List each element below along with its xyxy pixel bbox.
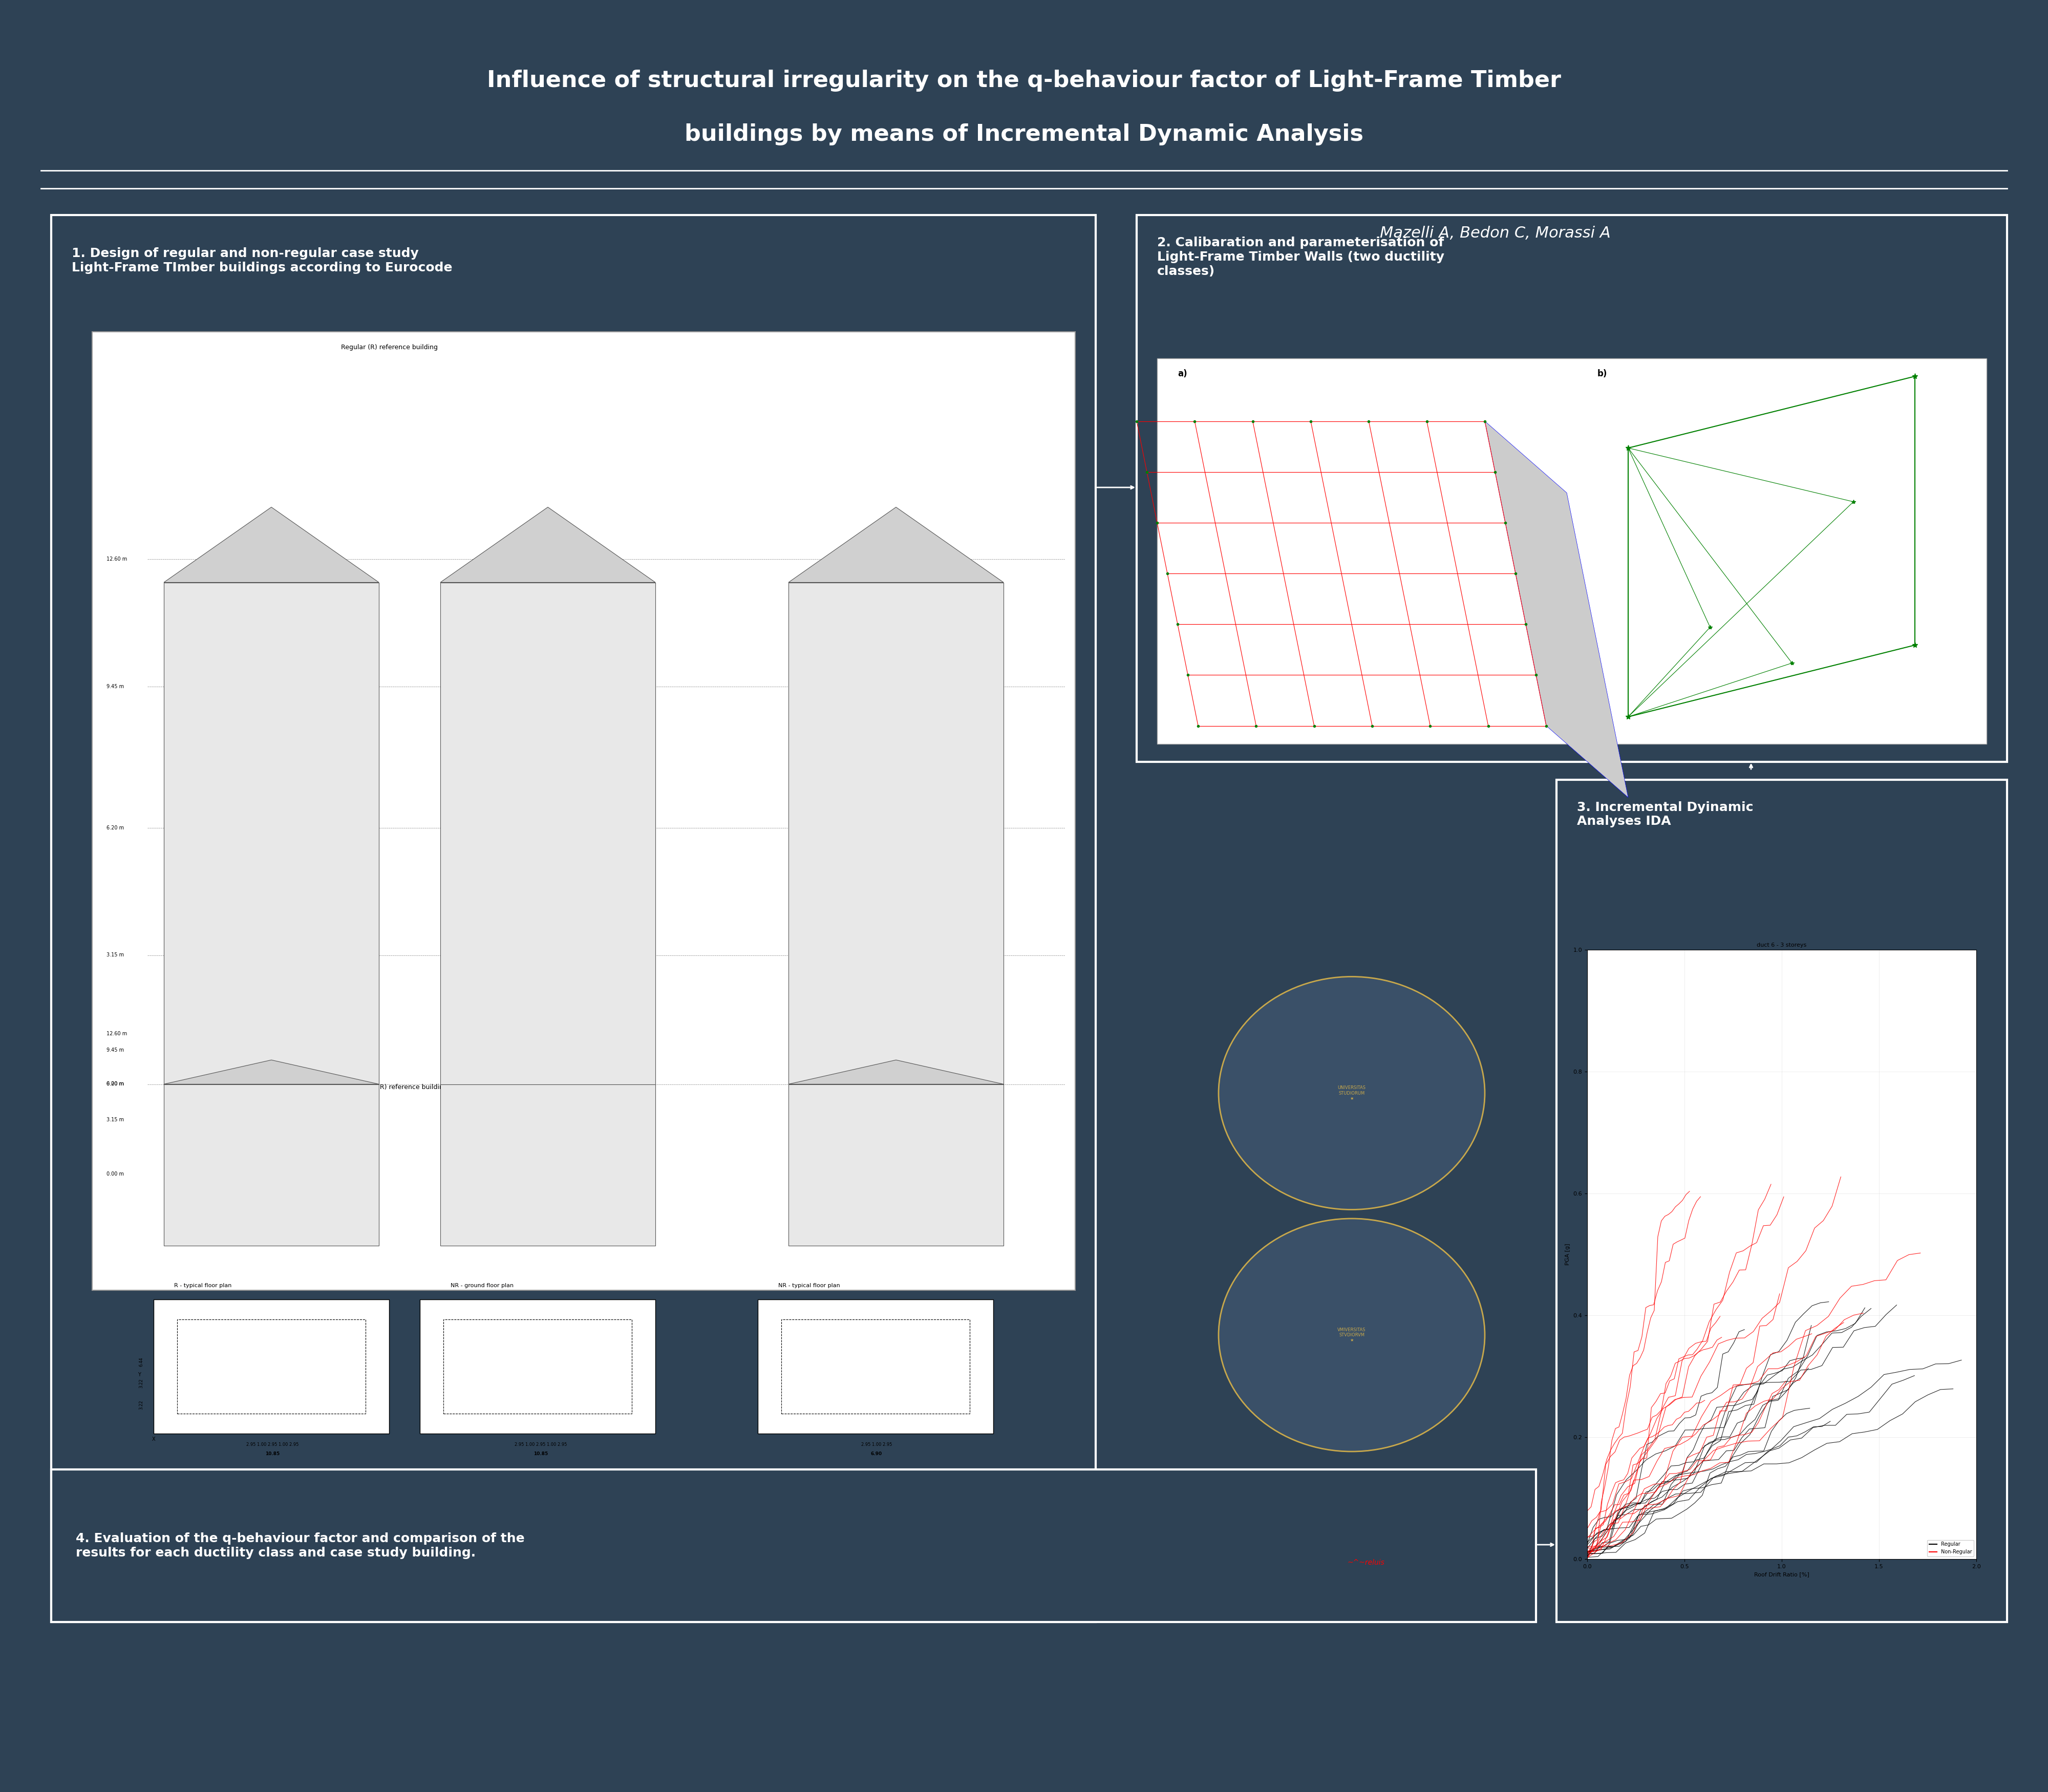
FancyBboxPatch shape bbox=[1219, 1509, 1516, 1616]
Text: 9.45 m: 9.45 m bbox=[106, 685, 125, 688]
Text: 3.15 m: 3.15 m bbox=[106, 953, 125, 957]
Text: 2.95 1.00 2.95 1.00 2.95: 2.95 1.00 2.95 1.00 2.95 bbox=[246, 1443, 299, 1448]
Text: Influence of structural irregularity on the q-behaviour factor of Light-Frame Ti: Influence of structural irregularity on … bbox=[487, 70, 1561, 91]
FancyBboxPatch shape bbox=[51, 215, 1096, 1622]
Circle shape bbox=[1219, 1219, 1485, 1452]
Polygon shape bbox=[164, 507, 379, 582]
Text: Non-Regular (NR) reference building: Non-Regular (NR) reference building bbox=[332, 1084, 446, 1091]
Bar bbox=[758, 1299, 993, 1434]
Text: Y: Y bbox=[137, 1373, 141, 1378]
Bar bbox=[440, 1084, 655, 1245]
Text: 1. Design of regular and non-regular case study
Light-Frame TImber buildings acc: 1. Design of regular and non-regular cas… bbox=[72, 247, 453, 274]
Bar bbox=[788, 1084, 1004, 1245]
Text: 12.60 m: 12.60 m bbox=[106, 1032, 127, 1036]
FancyBboxPatch shape bbox=[92, 332, 1075, 1290]
Text: b): b) bbox=[1597, 369, 1608, 378]
Bar bbox=[178, 1319, 365, 1414]
Title: duct 6 - 3 storeys: duct 6 - 3 storeys bbox=[1757, 943, 1806, 948]
Text: 3.15 m: 3.15 m bbox=[106, 1118, 125, 1122]
Text: buildings by means of Incremental Dynamic Analysis: buildings by means of Incremental Dynami… bbox=[684, 124, 1364, 145]
Polygon shape bbox=[788, 507, 1004, 582]
Text: NR - typical floor plan: NR - typical floor plan bbox=[778, 1283, 840, 1288]
Text: VMIVERSITAS
STVDIORVM
★: VMIVERSITAS STVDIORVM ★ bbox=[1337, 1328, 1366, 1342]
Text: UNIVERSITAS
STUDIORUM
★: UNIVERSITAS STUDIORUM ★ bbox=[1337, 1086, 1366, 1100]
Polygon shape bbox=[1485, 421, 1628, 797]
Text: 4. Evaluation of the q-behaviour factor and comparison of the
results for each d: 4. Evaluation of the q-behaviour factor … bbox=[76, 1532, 524, 1559]
Text: 12.60 m: 12.60 m bbox=[106, 557, 127, 561]
FancyBboxPatch shape bbox=[51, 1469, 1536, 1622]
Text: 3.22: 3.22 bbox=[139, 1378, 143, 1389]
X-axis label: Roof Drift Ratio [%]: Roof Drift Ratio [%] bbox=[1755, 1572, 1808, 1577]
Circle shape bbox=[1219, 977, 1485, 1210]
Text: 2.95 1.00 2.95: 2.95 1.00 2.95 bbox=[860, 1443, 893, 1448]
Text: NR - ground floor plan: NR - ground floor plan bbox=[451, 1283, 514, 1288]
Text: 6.20 m: 6.20 m bbox=[106, 826, 125, 830]
Text: 3. Incremental Dyinamic
Analyses IDA: 3. Incremental Dyinamic Analyses IDA bbox=[1577, 801, 1753, 828]
Bar bbox=[420, 1299, 655, 1434]
Bar bbox=[164, 1084, 379, 1245]
Text: a): a) bbox=[1178, 369, 1188, 378]
Legend: Regular, Non-Regular: Regular, Non-Regular bbox=[1927, 1539, 1974, 1557]
FancyBboxPatch shape bbox=[1556, 780, 2007, 1622]
Text: 6.20 m: 6.20 m bbox=[106, 1082, 125, 1086]
Text: 6.90: 6.90 bbox=[870, 1452, 883, 1457]
Text: Regular (R) reference building: Regular (R) reference building bbox=[340, 344, 438, 351]
Text: 9.45 m: 9.45 m bbox=[106, 1048, 125, 1052]
Text: X: X bbox=[152, 1437, 156, 1443]
Bar bbox=[164, 582, 379, 1084]
Text: 2. Calibaration and parameterisation of
Light-Frame Timber Walls (two ductility
: 2. Calibaration and parameterisation of … bbox=[1157, 237, 1444, 278]
Text: Mazelli A, Bedon C, Morassi A: Mazelli A, Bedon C, Morassi A bbox=[1380, 226, 1610, 240]
Bar bbox=[440, 582, 655, 1084]
Bar bbox=[442, 1319, 631, 1414]
Bar bbox=[788, 582, 1004, 1084]
Bar bbox=[154, 1299, 389, 1434]
FancyBboxPatch shape bbox=[1157, 358, 1987, 744]
Text: 2.95 1.00 2.95 1.00 2.95: 2.95 1.00 2.95 1.00 2.95 bbox=[514, 1443, 567, 1448]
FancyBboxPatch shape bbox=[1137, 215, 2007, 762]
Text: R - typical floor plan: R - typical floor plan bbox=[174, 1283, 231, 1288]
Text: 0.00 m: 0.00 m bbox=[106, 1172, 123, 1176]
Polygon shape bbox=[164, 1059, 379, 1084]
Polygon shape bbox=[788, 1059, 1004, 1084]
Text: 10.85: 10.85 bbox=[264, 1452, 281, 1457]
Y-axis label: PGA [g]: PGA [g] bbox=[1565, 1244, 1571, 1265]
Text: 6.44: 6.44 bbox=[139, 1357, 143, 1367]
Text: 3.22: 3.22 bbox=[139, 1400, 143, 1410]
Bar bbox=[782, 1319, 971, 1414]
Text: 0.00 m: 0.00 m bbox=[106, 1082, 123, 1086]
Polygon shape bbox=[440, 507, 655, 582]
Text: 10.85: 10.85 bbox=[532, 1452, 549, 1457]
Text: ~^~reluis: ~^~reluis bbox=[1348, 1559, 1384, 1566]
